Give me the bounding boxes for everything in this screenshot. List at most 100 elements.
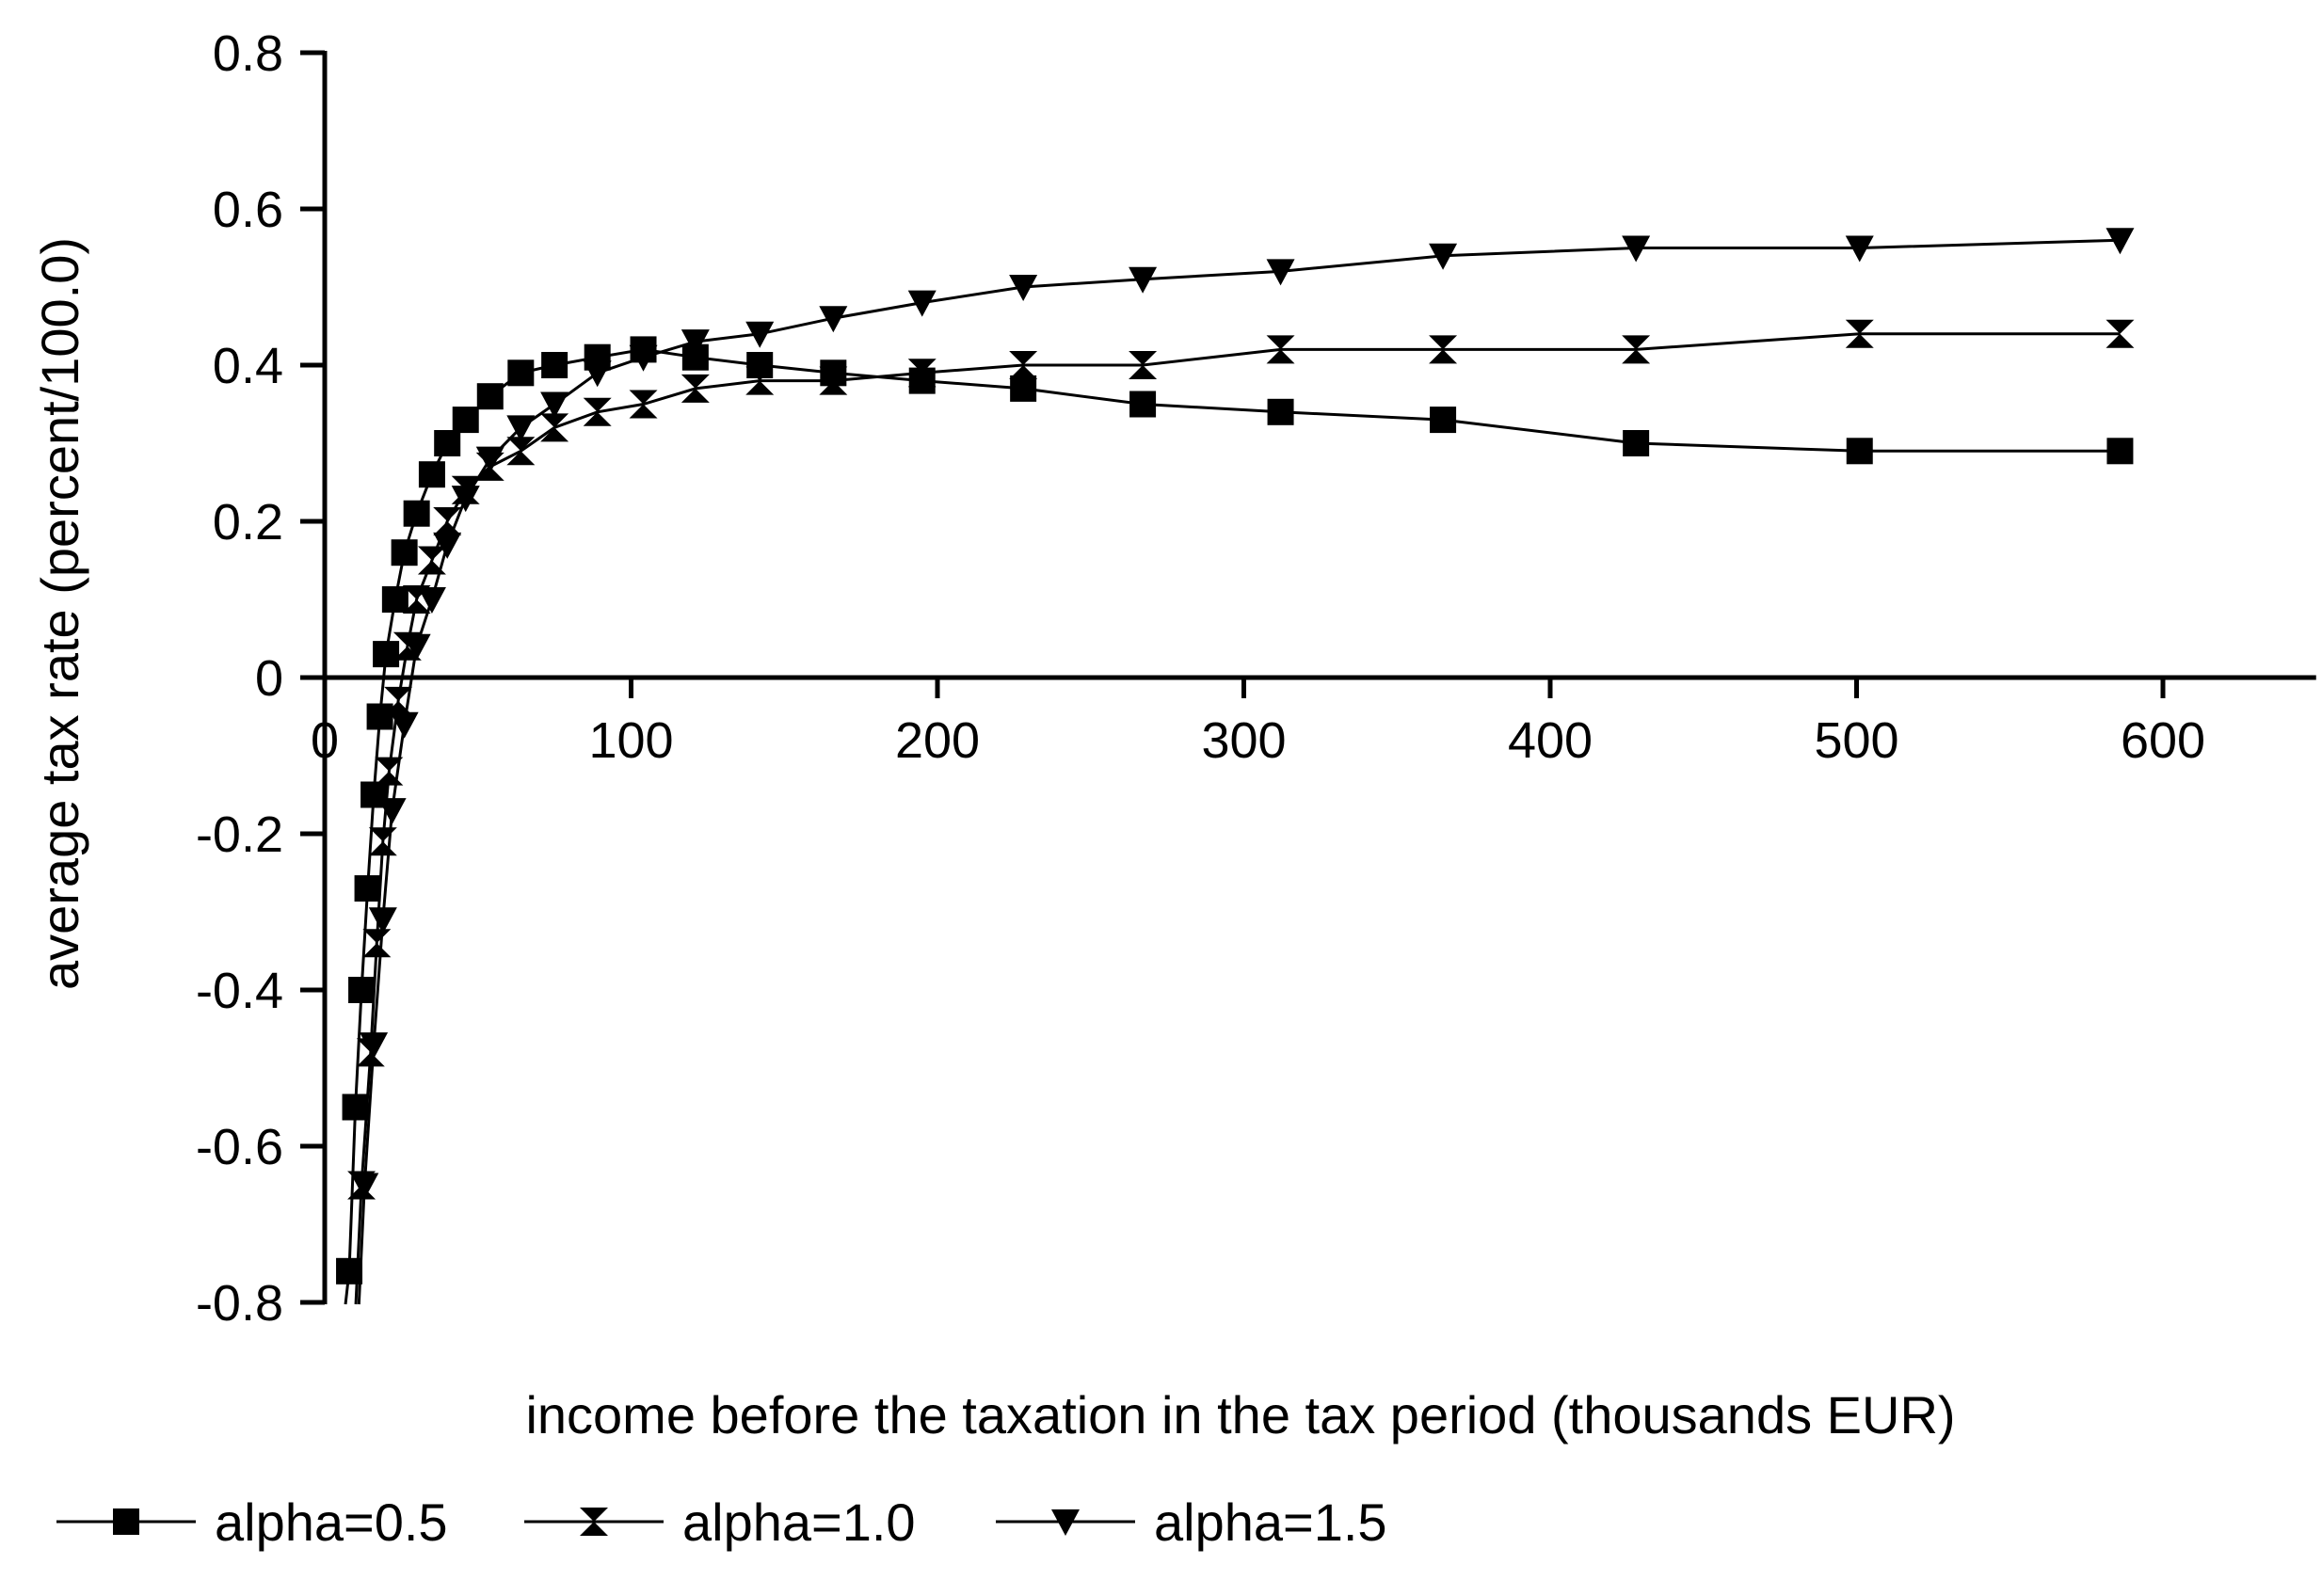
data-point — [745, 321, 775, 348]
data-point — [681, 329, 710, 357]
data-point — [1129, 351, 1158, 379]
data-point — [629, 390, 658, 419]
data-point — [368, 907, 397, 934]
data-point — [342, 1093, 369, 1121]
data-point — [348, 977, 376, 1003]
data-point — [907, 290, 937, 317]
data-point — [360, 1032, 389, 1060]
data-point — [403, 500, 430, 527]
legend-label: alpha=1.5 — [1154, 1492, 1387, 1552]
x-tick-label: 100 — [588, 712, 673, 769]
plot-area — [336, 228, 2135, 1305]
legend-label: alpha=1.0 — [682, 1492, 916, 1552]
data-point — [1266, 259, 1295, 286]
data-point — [681, 374, 710, 403]
data-point — [452, 407, 479, 434]
data-point — [1129, 266, 1158, 294]
data-point — [381, 586, 408, 613]
series-line — [357, 238, 2121, 1305]
data-point — [629, 344, 658, 372]
data-point — [402, 633, 431, 661]
data-point — [1845, 319, 1874, 348]
data-point — [1266, 335, 1295, 364]
y-tick-label: -0.6 — [196, 1119, 283, 1175]
series-alpha=1.5 — [350, 228, 2135, 1305]
data-point — [350, 1173, 379, 1200]
data-point — [1009, 351, 1038, 379]
x-tick-label: 400 — [1508, 712, 1593, 769]
y-tick-label: 0.4 — [213, 338, 283, 394]
legend-marker — [1051, 1509, 1080, 1536]
data-point — [819, 306, 848, 333]
y-tick-label: -0.4 — [196, 963, 283, 1019]
data-point — [476, 383, 504, 410]
data-point — [1010, 375, 1037, 402]
y-tick-label: 0.2 — [213, 494, 283, 551]
data-point — [434, 430, 461, 456]
data-point — [583, 397, 612, 426]
x-axis-title: income before the taxation in the tax pe… — [525, 1385, 1955, 1444]
data-point — [1845, 235, 1874, 263]
y-tick-label: 0.8 — [213, 25, 283, 82]
data-point — [1429, 335, 1458, 364]
data-point — [362, 929, 392, 958]
data-point — [1430, 407, 1457, 434]
data-point — [391, 539, 418, 567]
data-point — [819, 366, 848, 395]
series-line — [354, 332, 2121, 1305]
y-tick-label: -0.8 — [196, 1275, 283, 1332]
legend-item: alpha=0.5 — [56, 1492, 448, 1552]
data-point — [377, 798, 407, 825]
data-point — [541, 352, 568, 378]
series-alpha=1.0 — [347, 319, 2135, 1305]
data-point — [2106, 319, 2135, 348]
data-point — [507, 359, 535, 387]
data-point — [1622, 335, 1651, 364]
data-point — [417, 546, 446, 575]
data-point — [1622, 235, 1651, 263]
series-line — [344, 347, 2121, 1305]
data-point — [417, 587, 446, 614]
data-point — [1009, 275, 1038, 301]
data-point — [451, 486, 480, 513]
y-tick-label: 0 — [255, 650, 283, 707]
data-point — [506, 437, 536, 466]
x-tick-label: 500 — [1814, 712, 1898, 769]
legend-marker — [580, 1508, 608, 1536]
x-tick-label: 200 — [895, 712, 980, 769]
data-point — [373, 641, 400, 668]
data-point — [506, 415, 536, 442]
data-point — [354, 875, 381, 902]
data-point — [540, 413, 569, 442]
data-point — [907, 359, 937, 388]
data-point — [2106, 228, 2135, 255]
x-tick-label: 0 — [311, 712, 339, 769]
data-point — [418, 461, 445, 488]
x-tick-label: 300 — [1201, 712, 1286, 769]
data-point — [433, 532, 462, 559]
data-point — [475, 446, 504, 473]
y-axis-title: average tax rate (percent/100.0) — [30, 237, 89, 990]
y-tick-label: 0.6 — [213, 182, 283, 238]
data-point — [745, 366, 775, 395]
legend-label: alpha=0.5 — [215, 1492, 448, 1552]
data-point — [540, 391, 569, 419]
data-point — [384, 686, 413, 715]
axes — [322, 51, 2316, 1304]
data-point — [390, 711, 419, 739]
legend-item: alpha=1.0 — [524, 1492, 916, 1552]
y-tick-label: -0.2 — [196, 806, 283, 863]
data-point — [583, 360, 612, 388]
series-alpha=0.5 — [336, 336, 2134, 1305]
data-point — [1846, 438, 1873, 465]
data-point — [1623, 430, 1650, 456]
data-point — [1267, 398, 1294, 425]
x-tick-label: 600 — [2121, 712, 2205, 769]
legend-item: alpha=1.5 — [996, 1492, 1387, 1552]
legend-marker — [113, 1508, 139, 1535]
legend: alpha=0.5 alpha=1.0 alpha=1.5 — [56, 1492, 1387, 1552]
data-point — [1429, 243, 1458, 270]
data-point — [1129, 391, 1157, 418]
tick-group: 0.8 0.6 0.4 0.2 0 -0.2 -0.4 -0.6 -0.8 0 100 200 300 4… — [196, 25, 2205, 1332]
